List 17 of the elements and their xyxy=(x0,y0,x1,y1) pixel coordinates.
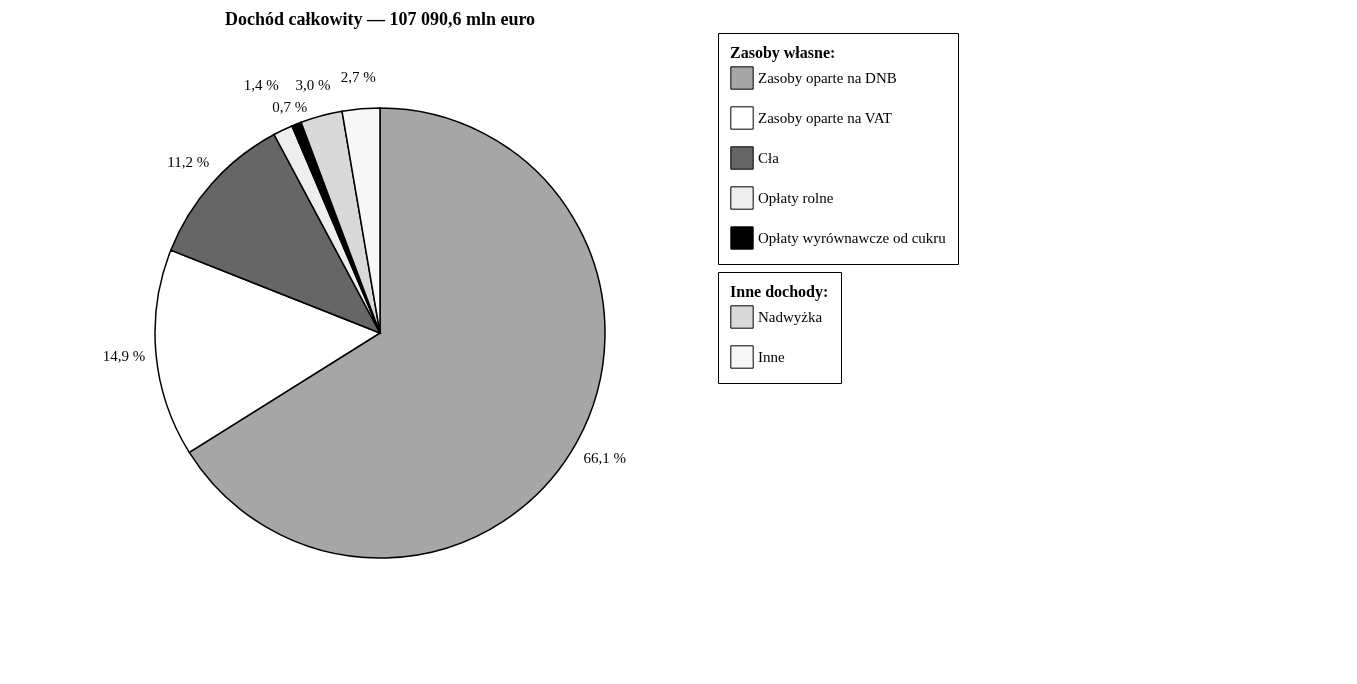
chart-title: Dochód całkowity — 107 090,6 mln euro xyxy=(224,8,536,29)
data-label: 3,0 % xyxy=(295,76,331,93)
data-label: 11,2 % xyxy=(167,153,210,170)
legend-label: Zasoby oparte na DNB xyxy=(758,70,897,86)
data-label: 14,9 % xyxy=(102,348,146,365)
legend-label: Zasoby oparte na VAT xyxy=(758,110,893,126)
legend-label: Cła xyxy=(758,150,780,166)
legend-title: Zasoby własne: xyxy=(730,44,836,62)
data-label: 66,1 % xyxy=(583,449,627,466)
data-label: 1,4 % xyxy=(243,76,279,93)
legend-label: Inne xyxy=(758,349,785,365)
legend-label: Nadwyżka xyxy=(758,309,823,325)
data-label: 0,7 % xyxy=(272,99,308,116)
text: Inne dochody: xyxy=(730,283,829,301)
legend-label: Opłaty rolne xyxy=(758,190,834,206)
legend-label: Opłaty wyrównawcze od cukru xyxy=(758,230,947,246)
data-label: 2,7 % xyxy=(340,68,376,85)
